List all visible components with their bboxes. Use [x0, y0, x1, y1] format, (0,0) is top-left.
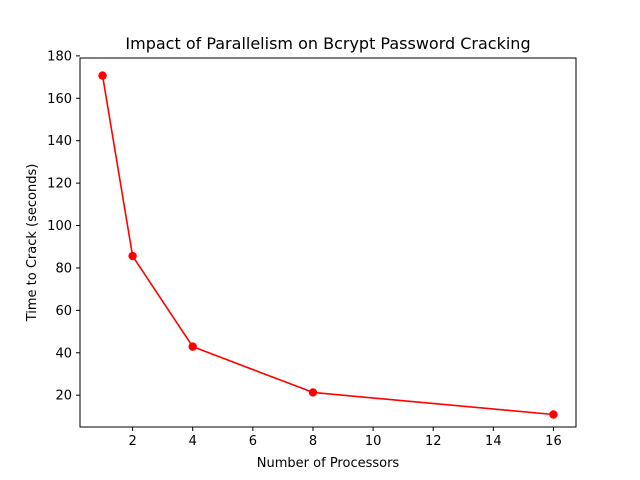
- data-point: [188, 342, 197, 351]
- y-tick-label: 140: [47, 134, 72, 149]
- x-tick-label: 2: [128, 434, 136, 449]
- data-point: [549, 410, 558, 419]
- x-tick-label: 6: [249, 434, 257, 449]
- y-tick-label: 60: [55, 304, 72, 319]
- y-axis: 20 40 60 80 100 120 140 160 180: [47, 49, 80, 404]
- data-point: [308, 388, 318, 397]
- chart-title: Impact of Parallelism on Bcrypt Password…: [125, 34, 530, 53]
- x-tick-label: 14: [485, 434, 502, 449]
- x-tick-label: 4: [189, 434, 197, 449]
- x-tick-label: 12: [425, 434, 442, 449]
- plot-area: [79, 57, 577, 428]
- y-tick-label: 180: [47, 49, 72, 64]
- y-tick-label: 100: [47, 219, 72, 234]
- x-tick-label: 8: [309, 434, 317, 449]
- x-tick-label: 10: [365, 434, 382, 449]
- y-tick-label: 160: [47, 92, 72, 107]
- y-tick-label: 120: [47, 177, 72, 192]
- series-layer: [98, 71, 558, 419]
- x-axis: 2 4 6 8 10 12 14 16: [128, 427, 562, 449]
- y-axis-label: Time to Crack (seconds): [25, 164, 40, 323]
- data-point: [128, 251, 137, 261]
- y-tick-label: 40: [55, 346, 72, 361]
- x-axis-label: Number of Processors: [257, 456, 400, 471]
- y-tick-label: 20: [55, 389, 72, 404]
- y-tick-label: 80: [55, 261, 72, 276]
- x-tick-label: 16: [545, 434, 562, 449]
- data-point: [98, 71, 107, 80]
